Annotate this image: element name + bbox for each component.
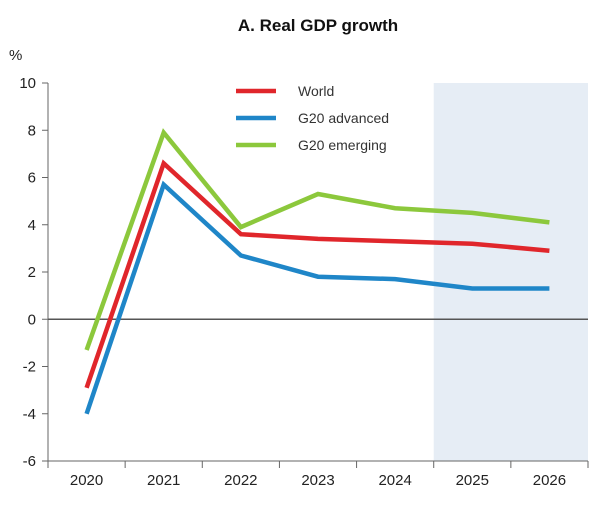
y-tick-label: -2 bbox=[23, 359, 36, 376]
y-tick-label: -6 bbox=[23, 453, 36, 470]
axes-layer: 10 8 6 4 2 0 -2 -4 -6 2020 2021 2022 2023 2024 2025 202… bbox=[19, 75, 589, 489]
projection-shade-layer bbox=[433, 83, 588, 461]
projection-shade bbox=[433, 83, 588, 461]
legend-label-g20-advanced: G20 advanced bbox=[298, 110, 389, 126]
y-tick-label: 6 bbox=[28, 170, 36, 187]
x-tick-label: 2024 bbox=[378, 472, 411, 489]
y-tick-label: 4 bbox=[28, 217, 36, 234]
y-tick-label: -4 bbox=[23, 406, 36, 423]
y-tick-label: 8 bbox=[28, 122, 36, 139]
y-tick-label: 10 bbox=[19, 75, 36, 92]
series-layer bbox=[84, 128, 550, 415]
x-tick-label: 2025 bbox=[456, 472, 489, 489]
legend-label-world: World bbox=[298, 83, 334, 99]
y-tick-label: 2 bbox=[28, 264, 36, 281]
x-tick-label: 2023 bbox=[301, 472, 334, 489]
y-axis-unit-label: % bbox=[9, 47, 22, 64]
series-line-g20-advanced bbox=[84, 180, 550, 415]
y-tick-label: 0 bbox=[28, 311, 36, 328]
x-tick-label: 2026 bbox=[533, 472, 566, 489]
chart-title: A. Real GDP growth bbox=[238, 16, 398, 35]
series-line-g20-emerging bbox=[84, 128, 550, 351]
legend: World G20 advanced G20 emerging bbox=[236, 83, 389, 153]
legend-label-g20-emerging: G20 emerging bbox=[298, 137, 387, 153]
x-tick-label: 2021 bbox=[147, 472, 180, 489]
x-tick-label: 2020 bbox=[70, 472, 103, 489]
series-line-world bbox=[84, 159, 550, 389]
x-tick-label: 2022 bbox=[224, 472, 257, 489]
